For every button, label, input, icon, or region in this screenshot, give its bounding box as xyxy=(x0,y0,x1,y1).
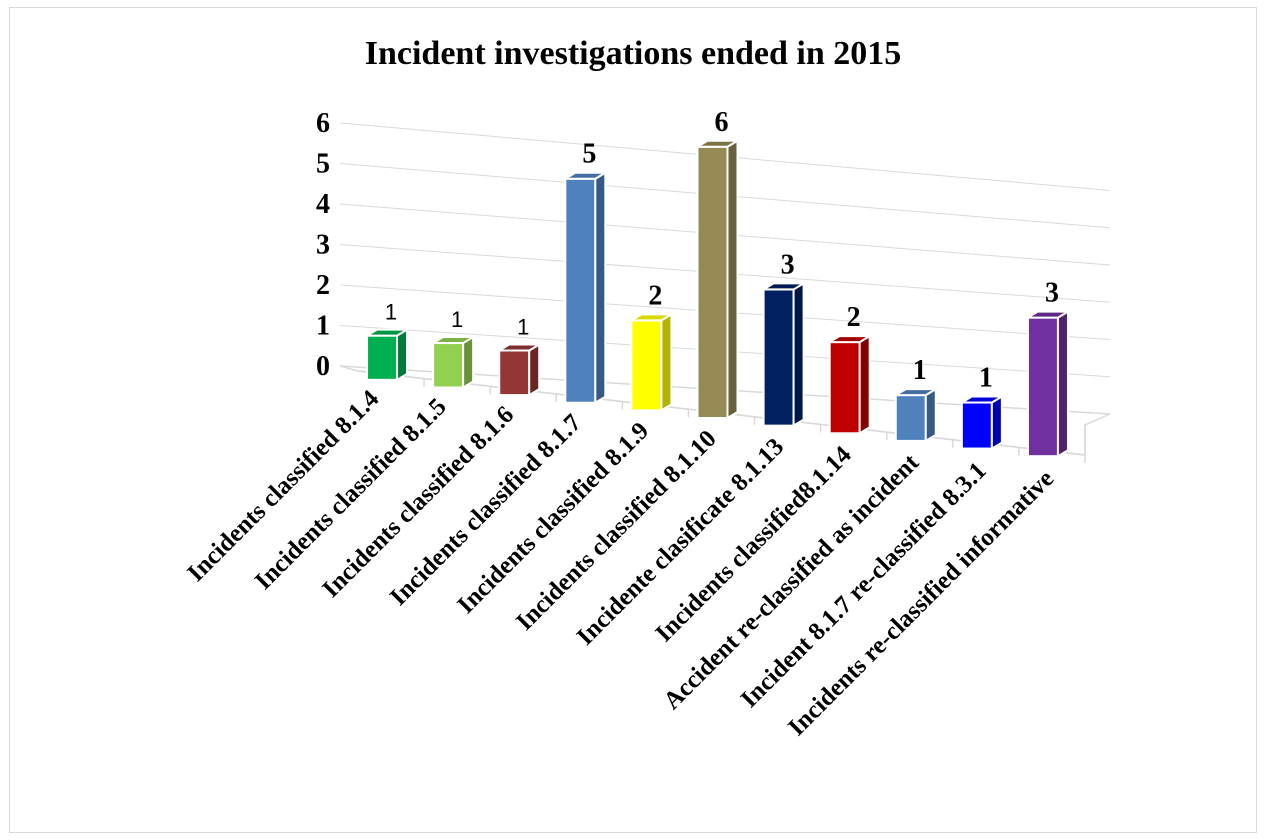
bar-top xyxy=(826,335,874,344)
bar-front xyxy=(762,288,795,427)
bar-top xyxy=(958,395,1006,404)
bar xyxy=(363,327,411,382)
bar xyxy=(429,335,477,390)
bar-front xyxy=(366,334,399,381)
bar-side xyxy=(660,312,673,413)
bar-top xyxy=(561,171,609,180)
bar xyxy=(1024,309,1072,458)
bar-front xyxy=(564,177,597,404)
data-label: 3 xyxy=(781,249,795,280)
bar-side xyxy=(990,394,1003,451)
bar-top xyxy=(1024,310,1072,319)
bar-top xyxy=(759,282,808,291)
bar-front xyxy=(432,342,465,389)
bar-front xyxy=(960,401,993,450)
chart-title: Incident investigations ended in 2015 xyxy=(364,35,902,72)
bar xyxy=(693,139,742,420)
y-tick-label: 2 xyxy=(316,270,330,301)
data-label: 1 xyxy=(451,307,463,332)
bar-front xyxy=(894,394,927,442)
bar-top xyxy=(363,328,411,337)
bar-side xyxy=(1056,309,1069,458)
bar-top xyxy=(892,388,940,397)
data-label: 1 xyxy=(385,300,397,325)
bar-side xyxy=(396,327,409,382)
bar-top xyxy=(429,336,477,345)
data-label: 1 xyxy=(517,314,529,339)
bar-top xyxy=(693,139,742,148)
bar-top xyxy=(627,313,676,322)
y-tick-label: 5 xyxy=(316,149,330,180)
y-tick-label: 4 xyxy=(316,189,330,220)
data-label: 2 xyxy=(648,280,662,311)
bar xyxy=(627,312,676,413)
bar-side xyxy=(858,334,871,436)
bar xyxy=(892,387,940,443)
bar-front xyxy=(630,319,663,412)
data-label: 6 xyxy=(715,107,729,138)
data-label: 3 xyxy=(1045,278,1059,309)
bar-side xyxy=(594,170,607,405)
data-labels: 1 1 1 5 2 6 3 2 1 1 3 xyxy=(385,107,1059,394)
y-tick-label: 1 xyxy=(316,311,330,342)
bar xyxy=(826,334,874,436)
data-label: 5 xyxy=(582,139,596,170)
bar-side xyxy=(726,139,739,420)
bar xyxy=(495,342,543,397)
bar-side xyxy=(528,342,541,397)
data-label: 1 xyxy=(913,355,927,386)
bar xyxy=(958,394,1006,451)
y-tick-label: 0 xyxy=(316,351,330,382)
y-tick-label: 3 xyxy=(316,230,330,261)
bar-front xyxy=(1026,316,1059,458)
data-label: 2 xyxy=(847,302,861,333)
bar-top xyxy=(495,343,543,352)
data-label: 1 xyxy=(979,363,993,394)
bar-front xyxy=(828,341,861,435)
bar xyxy=(561,170,609,405)
bar-side xyxy=(924,387,937,443)
x-tick-label: Incidents re-classified informative xyxy=(783,465,1059,741)
bar-front xyxy=(696,145,729,419)
bar xyxy=(759,281,808,428)
y-tick-label: 6 xyxy=(316,108,330,139)
bar-front xyxy=(498,349,531,397)
y-axis: 0 1 2 3 4 5 6 xyxy=(316,108,330,382)
bars xyxy=(363,139,1072,458)
bar-side xyxy=(462,335,475,390)
bar-side xyxy=(792,281,805,428)
